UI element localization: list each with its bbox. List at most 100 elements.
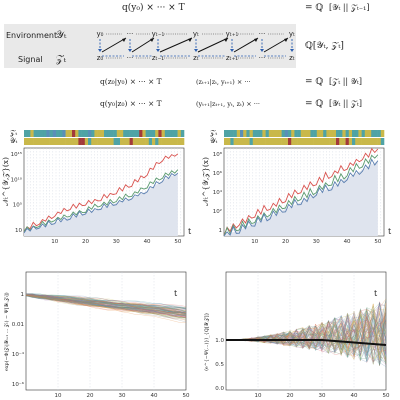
state-strip-cell — [284, 138, 289, 145]
state-strip-cell — [284, 130, 289, 137]
y-tick-label: 1.0 — [215, 338, 224, 344]
state-strip-cell — [355, 138, 359, 145]
trajectory-line — [25, 295, 187, 319]
state-strip-cell — [120, 130, 124, 137]
state-strip-cell — [332, 130, 337, 137]
area-fill — [224, 160, 378, 236]
state-strip-cell — [168, 138, 172, 145]
state-strip-cell — [30, 130, 34, 137]
state-strip-cell — [174, 138, 178, 145]
state-strip-cell — [72, 130, 76, 137]
node-bottom: z₀ — [97, 54, 104, 62]
eq-row3-right-args: [𝒵ₜ || 𝒴ₜ] — [329, 77, 362, 86]
state-strip-cell — [158, 138, 162, 145]
trajectory-line — [25, 293, 187, 313]
strip-label-z: 𝒵ₜ — [210, 129, 217, 137]
state-strip-cell — [78, 130, 82, 137]
node-top: yₜ₊₁ — [226, 30, 239, 38]
state-strip-cell — [320, 138, 324, 145]
state-strip-cell — [249, 138, 254, 145]
x-tick-label: 10 — [51, 239, 58, 245]
state-strip-cell — [380, 130, 385, 137]
state-strip-cell — [377, 138, 382, 145]
state-strip-cell — [307, 130, 311, 137]
arrowhead — [284, 38, 288, 42]
x-tick-label: 30 — [119, 393, 126, 399]
state-strip-cell — [339, 138, 343, 145]
state-strip-cell — [371, 130, 375, 137]
state-strip-cell — [313, 138, 318, 145]
state-strip-cell — [278, 130, 282, 137]
state-strip-cell — [24, 138, 28, 145]
y-tick-label: 10² — [213, 208, 222, 215]
x-tick-label: 10 — [251, 239, 258, 245]
state-strip-cell — [75, 138, 79, 145]
state-strip-cell — [316, 138, 321, 145]
x-tick-label: 50 — [383, 393, 390, 399]
state-strip-cell — [278, 138, 282, 145]
state-strip-cell — [84, 138, 89, 145]
state-strip-cell — [94, 130, 98, 137]
state-strip-cell — [88, 130, 92, 137]
y-axis-label: exp(−Φ(𝒵ₜ|𝒴ₜ₊₁ ... 𝒵ₜ) − Ψ[𝒴ₜ,𝒵ₜ]) — [3, 292, 10, 371]
arrowhead — [230, 49, 234, 52]
state-strip-cell — [72, 138, 76, 145]
state-strip-cell — [339, 130, 343, 137]
state-strip-cell — [380, 138, 385, 145]
node-top: y₀ — [97, 30, 104, 38]
state-strip-cell — [252, 130, 257, 137]
state-strip-cell — [262, 138, 266, 145]
panel-bottom-left: 10 20 30 40 50 t 1 0.01 10⁻⁴ 10⁻⁶ exp(−Φ(𝒵ₜ|𝒴ₜ₊₁ .… — [3, 271, 190, 399]
sig-symbol: 𝒵ₜ — [56, 54, 67, 65]
x-tick-label: 50 — [374, 239, 381, 245]
state-strip-cell — [336, 130, 340, 137]
x-tick-label: 30 — [319, 393, 326, 399]
eq-row1-right-args: [𝒴ₜ || 𝒵ₜ₋₁] — [329, 3, 369, 12]
state-strip-cell — [332, 138, 337, 145]
node-top: yₜ — [289, 30, 295, 38]
state-strip-cell — [33, 138, 38, 145]
x-tick-label: 20 — [287, 393, 294, 399]
y-tick-label: 10⁻⁴ — [12, 351, 25, 358]
series-line — [223, 147, 379, 236]
state-strip-cell — [113, 130, 118, 137]
y-tick-label: 10⁴ — [213, 189, 223, 196]
state-strip-cell — [374, 138, 378, 145]
state-strip-cell — [78, 138, 82, 145]
x-axis-label: t — [188, 227, 192, 236]
state-strip-cell — [116, 130, 121, 137]
x-tick-label: 40 — [351, 393, 358, 399]
state-strip-cell — [256, 138, 260, 145]
state-strip-cell — [43, 138, 47, 145]
state-strip-cell — [164, 130, 169, 137]
state-strip-cell — [152, 138, 156, 145]
arrowhead — [254, 38, 258, 42]
state-strip-cell — [300, 130, 305, 137]
state-strip-cell — [364, 130, 369, 137]
state-strip-cell — [126, 130, 130, 137]
state-strip-cell — [139, 138, 143, 145]
x-tick-label: 20 — [87, 393, 94, 399]
state-strip-cell — [316, 130, 321, 137]
state-strip-cell — [243, 130, 247, 137]
trajectory-line — [25, 295, 187, 309]
x-tick-label: 10 — [255, 393, 262, 399]
state-strip-cell — [65, 138, 70, 145]
state-strip-cell — [68, 138, 73, 145]
state-strip-cell — [161, 130, 166, 137]
state-strip-cell — [52, 138, 57, 145]
state-strip-cell — [27, 138, 31, 145]
panel-bottom-right: 10 20 30 40 50 t 1.0 0.5 0.0 ⟨e^{−Ψ(...)}⟩_{ℚ[𝒴,𝒵… — [203, 271, 390, 399]
x-axis-label: t — [388, 227, 392, 236]
state-strip-cell — [84, 130, 89, 137]
state-strip-cell — [110, 130, 114, 137]
state-strip-cell — [227, 138, 231, 145]
eq-row4-right-args: [𝒴ₜ || 𝒵ₜ] — [329, 99, 362, 108]
state-strip-cell — [240, 130, 244, 137]
state-strip-cell — [291, 138, 295, 145]
env-symbol: 𝒴ₜ — [56, 30, 67, 41]
arrowhead — [98, 49, 102, 52]
strip-label-y: 𝒴ₜ — [10, 137, 17, 145]
state-strip-cell — [100, 130, 105, 137]
arrowhead — [156, 49, 160, 52]
